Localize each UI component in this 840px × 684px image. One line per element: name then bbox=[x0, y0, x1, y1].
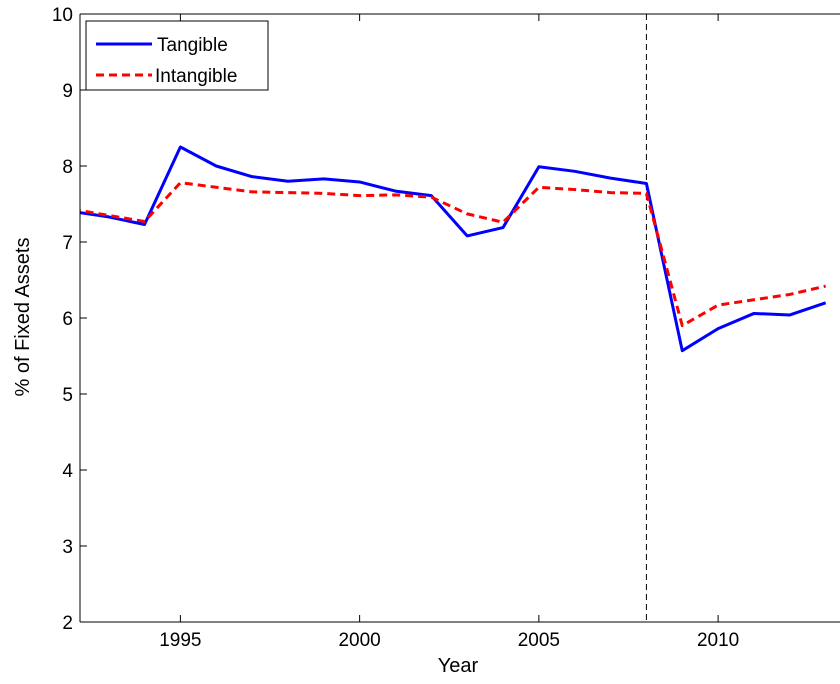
legend-box bbox=[85, 20, 269, 91]
y-tick-label: 6 bbox=[62, 309, 73, 330]
y-tick-label: 3 bbox=[62, 537, 73, 558]
x-tick-label: 2000 bbox=[338, 630, 380, 651]
series-line-tangible bbox=[80, 145, 827, 353]
y-tick-label: 10 bbox=[52, 5, 73, 26]
legend-label-intangible: Intangible bbox=[155, 66, 237, 87]
y-tick-label: 7 bbox=[62, 233, 73, 254]
x-tick-label: 2010 bbox=[697, 630, 739, 651]
series-line-intangible bbox=[80, 181, 827, 328]
x-tick-label: 2005 bbox=[518, 630, 560, 651]
y-tick-label: 9 bbox=[62, 81, 73, 102]
x-tick-label: 1995 bbox=[159, 630, 201, 651]
y-tick-label: 2 bbox=[62, 613, 73, 634]
y-tick-label: 4 bbox=[62, 461, 73, 482]
y-axis-label: % of Fixed Assets bbox=[12, 238, 34, 397]
legend: Tangible Intangible bbox=[85, 20, 269, 91]
y-tick-label: 8 bbox=[62, 157, 73, 178]
legend-label-tangible: Tangible bbox=[157, 35, 228, 56]
x-axis-label: Year bbox=[438, 655, 479, 677]
y-tick-label: 5 bbox=[62, 385, 73, 406]
